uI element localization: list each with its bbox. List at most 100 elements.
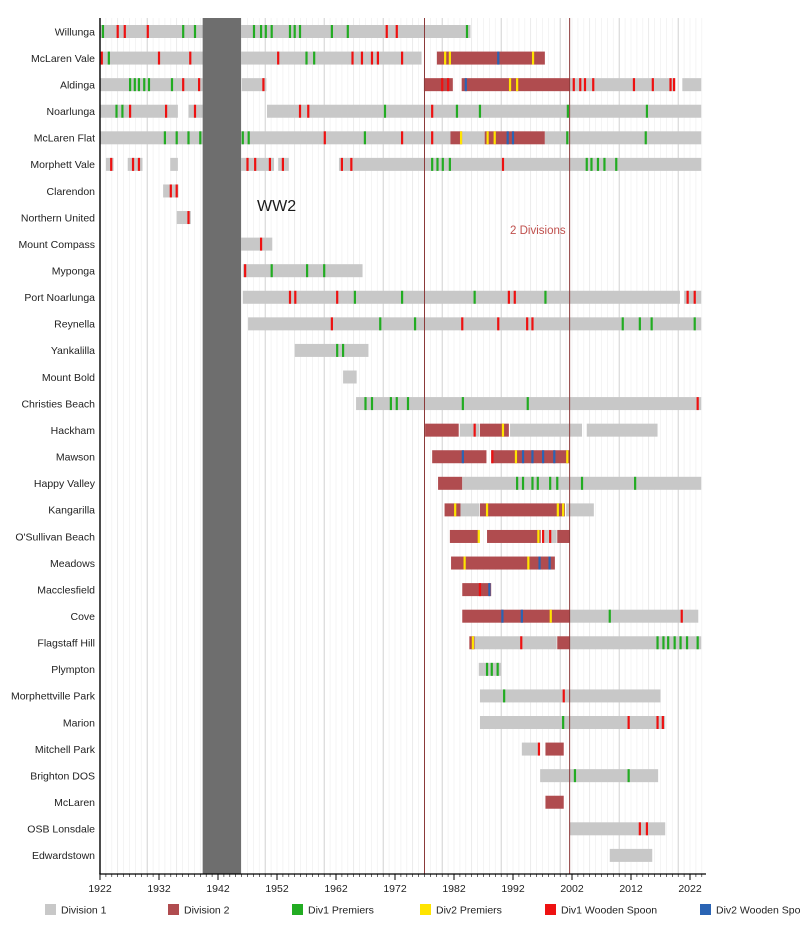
division1-bar-segment [100, 51, 422, 65]
div2-premiers-marker [527, 556, 530, 570]
div1-premiers-marker [107, 51, 110, 65]
div1-wooden-spoon-marker [513, 290, 516, 304]
div1-wooden-spoon-marker [632, 78, 636, 92]
div1-wooden-spoon-marker [651, 78, 654, 92]
div1-premiers-marker [662, 636, 665, 650]
div1-premiers-marker [615, 157, 618, 171]
div2-premiers-marker [471, 636, 474, 650]
club-label: McLaren Flat [34, 133, 95, 145]
div1-premiers-marker [478, 104, 482, 118]
div1-wooden-spoon-marker [627, 716, 630, 730]
div1-premiers-marker [143, 78, 146, 92]
div1-wooden-spoon-marker [686, 290, 689, 304]
div1-wooden-spoon-marker [537, 742, 541, 756]
div1-premiers-marker [336, 343, 339, 357]
legend-label: Div2 Wooden Spoon [716, 905, 800, 917]
div1-wooden-spoon-marker [400, 131, 404, 145]
div1-premiers-marker [241, 131, 244, 145]
div1-wooden-spoon-marker [541, 529, 545, 543]
club-label: Edwardstown [32, 850, 95, 862]
club-label: Aldinga [60, 79, 95, 91]
div1-premiers-marker [465, 25, 469, 38]
div1-premiers-marker [566, 131, 569, 145]
div1-premiers-marker [516, 476, 519, 490]
div2-wooden-spoon-marker [501, 609, 504, 623]
div1-premiers-marker [128, 78, 132, 92]
div1-premiers-marker [693, 317, 696, 331]
div1-premiers-marker [187, 131, 190, 145]
div1-premiers-marker [259, 25, 263, 38]
div2-premiers-marker [448, 51, 451, 65]
div1-wooden-spoon-marker [672, 78, 676, 92]
division1-bar-segment [294, 343, 369, 357]
division1-bar-segment [105, 157, 114, 171]
div2-wooden-spoon-marker [531, 450, 534, 464]
club-label: Port Noarlunga [24, 292, 95, 304]
div1-wooden-spoon-marker [431, 104, 434, 118]
axis-tick-label: 1942 [206, 883, 230, 895]
division1-bar-segment [544, 131, 702, 145]
div1-premiers-marker [147, 78, 151, 92]
div1-premiers-marker [175, 131, 178, 145]
div1-premiers-marker [549, 476, 552, 490]
legend-swatch-div1 [45, 904, 56, 915]
div1-wooden-spoon-marker [501, 157, 505, 171]
club-label: Mawson [56, 452, 95, 464]
div1-premiers-marker [473, 290, 476, 304]
div1-wooden-spoon-marker [277, 51, 280, 65]
div1-premiers-marker [270, 25, 273, 38]
div1-wooden-spoon-marker [696, 397, 699, 411]
division1-bar-segment [459, 423, 480, 437]
div2-wooden-spoon-marker [497, 51, 500, 65]
div1-premiers-marker [644, 131, 647, 145]
div1-premiers-marker [293, 25, 296, 38]
legend-swatch-r [545, 904, 556, 915]
division2-bar-segment [479, 503, 565, 517]
div1-premiers-marker [485, 662, 489, 676]
division1-bar-segment [241, 78, 267, 92]
div1-wooden-spoon-marker [187, 211, 190, 225]
division2-bar-segment [450, 131, 463, 145]
div1-wooden-spoon-marker [491, 450, 494, 464]
div2-premiers-marker [562, 503, 565, 517]
div1-premiers-marker [363, 131, 367, 145]
div2-wooden-spoon-marker [520, 609, 523, 623]
div1-premiers-marker [364, 397, 367, 411]
club-label: Brighton DOS [30, 770, 95, 782]
division1-bar-segment [540, 769, 659, 783]
div2-premiers-marker [444, 51, 447, 65]
club-label: Clarendon [47, 186, 96, 198]
division2-bar-segment [487, 529, 541, 543]
div1-wooden-spoon-marker [244, 264, 247, 278]
div1-premiers-marker [431, 157, 434, 171]
div1-wooden-spoon-marker [431, 131, 434, 145]
div1-wooden-spoon-marker [461, 317, 464, 331]
division2-bar-segment [438, 476, 463, 490]
div1-wooden-spoon-marker [281, 157, 284, 171]
club-label: McLaren [54, 797, 95, 809]
division2-bar-segment [432, 450, 487, 464]
div1-premiers-marker [137, 78, 141, 92]
division1-bar-segment [460, 503, 480, 517]
club-label: Macclesfield [37, 584, 95, 596]
div1-premiers-marker [413, 317, 417, 331]
div1-premiers-marker [556, 476, 559, 490]
div2-wooden-spoon-marker [488, 583, 491, 597]
div1-premiers-marker [441, 157, 444, 171]
div1-wooden-spoon-marker [385, 25, 388, 38]
div2-wooden-spoon-marker [521, 450, 525, 464]
club-label: Northern United [21, 212, 95, 224]
div1-premiers-marker [531, 476, 534, 490]
div1-wooden-spoon-marker [400, 51, 404, 65]
div1-wooden-spoon-marker [531, 317, 534, 331]
div1-premiers-marker [521, 476, 525, 490]
division1-bar-segment [479, 716, 666, 730]
division2-bar-segment [557, 529, 570, 543]
div1-wooden-spoon-marker [288, 290, 292, 304]
div1-wooden-spoon-marker [656, 716, 659, 730]
div1-premiers-marker [247, 131, 250, 145]
division1-bar-segment [266, 104, 702, 118]
club-label: Morphett Vale [30, 159, 95, 171]
division1-bar-segment [248, 317, 702, 331]
div1-wooden-spoon-marker [268, 157, 272, 171]
